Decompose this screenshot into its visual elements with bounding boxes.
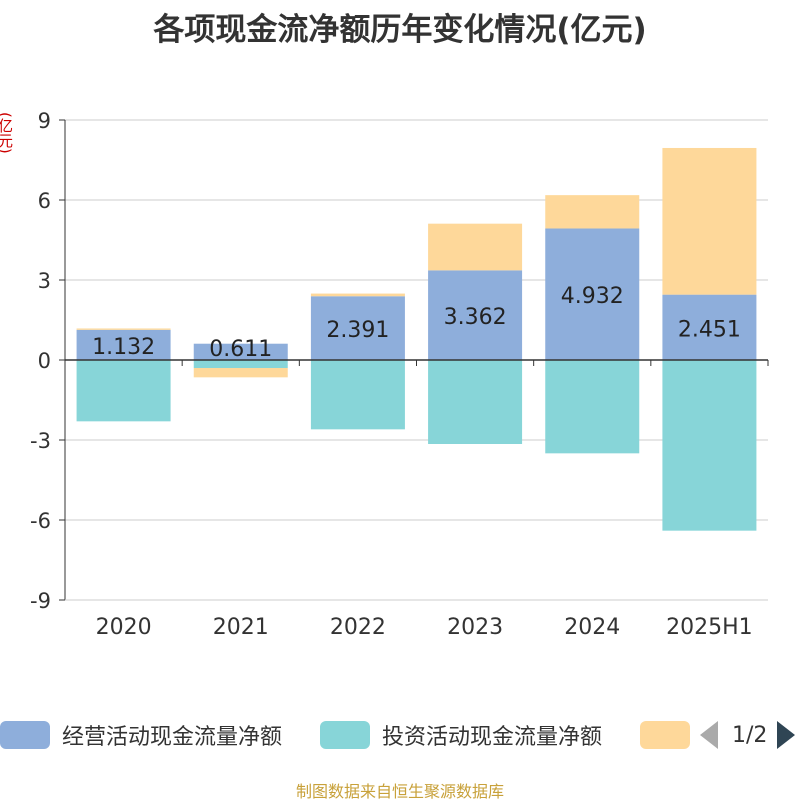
y-tick-label: 0	[38, 349, 51, 373]
y-tick-label: 6	[38, 189, 51, 213]
bar-financing-2025H1	[662, 147, 757, 295]
data-label: 4.932	[561, 284, 624, 309]
legend: 经营活动现金流量净额 投资活动现金流量净额	[0, 716, 800, 756]
bar-operating-2023	[428, 270, 523, 360]
legend-label-investing: 投资活动现金流量净额	[382, 725, 603, 750]
legend-label-operating: 经营活动现金流量净额	[62, 725, 283, 750]
legend-item-financing[interactable]	[640, 716, 702, 754]
bar-financing-2024	[545, 195, 640, 229]
legend-item-operating[interactable]: 经营活动现金流量净额	[0, 716, 282, 754]
data-source-note: 制图数据来自恒生聚源数据库	[295, 782, 504, 801]
y-tick-label: -9	[30, 589, 51, 613]
y-tick-label: 9	[38, 109, 51, 133]
bar-operating-2020	[76, 329, 171, 360]
data-label: 1.132	[92, 335, 155, 360]
pager-next-icon[interactable]	[777, 721, 796, 749]
cashflow-chart: 9 6 3 0 -3 -6 -9 1.132 0.611 2.391 3.362 4.932 2.451…	[30, 109, 769, 640]
bar-investing-2022	[310, 360, 405, 430]
bar-investing-2025H1	[662, 360, 757, 531]
pager-text: 1/2	[732, 722, 768, 748]
x-tick-label: 2020	[96, 615, 152, 640]
y-tick-label: -3	[30, 429, 51, 453]
bar-operating-2022	[310, 296, 405, 360]
data-label: 0.611	[209, 337, 272, 362]
bar-investing-2021	[193, 360, 288, 368]
x-tick-label: 2022	[330, 615, 386, 640]
y-tick-label: 3	[38, 269, 51, 293]
x-tick-label: 2024	[564, 615, 620, 640]
bar-investing-2024	[545, 360, 640, 454]
y-tick-label: -6	[30, 509, 51, 533]
pager-prev-icon[interactable]	[700, 721, 718, 749]
x-tick-label: 2021	[213, 615, 269, 640]
data-label: 3.362	[444, 305, 507, 330]
bar-operating-2024	[545, 228, 640, 360]
data-label: 2.391	[326, 318, 389, 343]
bar-investing-2023	[428, 360, 523, 444]
bar-operating-2021	[193, 343, 288, 360]
chart-title: 各项现金流净额历年变化情况(亿元)	[153, 12, 647, 48]
legend-item-investing[interactable]: 投资活动现金流量净额	[320, 716, 602, 754]
x-tick-label: 2025H1	[666, 615, 753, 640]
bar-financing-2022	[310, 293, 405, 297]
legend-swatch-investing	[320, 721, 370, 749]
y-axis-unit: (亿元)	[0, 112, 14, 154]
legend-pager: 1/2	[700, 716, 800, 754]
data-label: 2.451	[678, 317, 741, 342]
bar-investing-2020	[76, 360, 171, 422]
bar-financing-2023	[428, 223, 523, 271]
x-tick-label: 2023	[447, 615, 503, 640]
legend-swatch-operating	[0, 721, 50, 749]
bar-financing-2021	[193, 368, 288, 378]
bar-operating-2025H1	[662, 294, 757, 360]
bar-financing-2020	[76, 328, 171, 330]
legend-swatch-financing	[640, 721, 690, 749]
